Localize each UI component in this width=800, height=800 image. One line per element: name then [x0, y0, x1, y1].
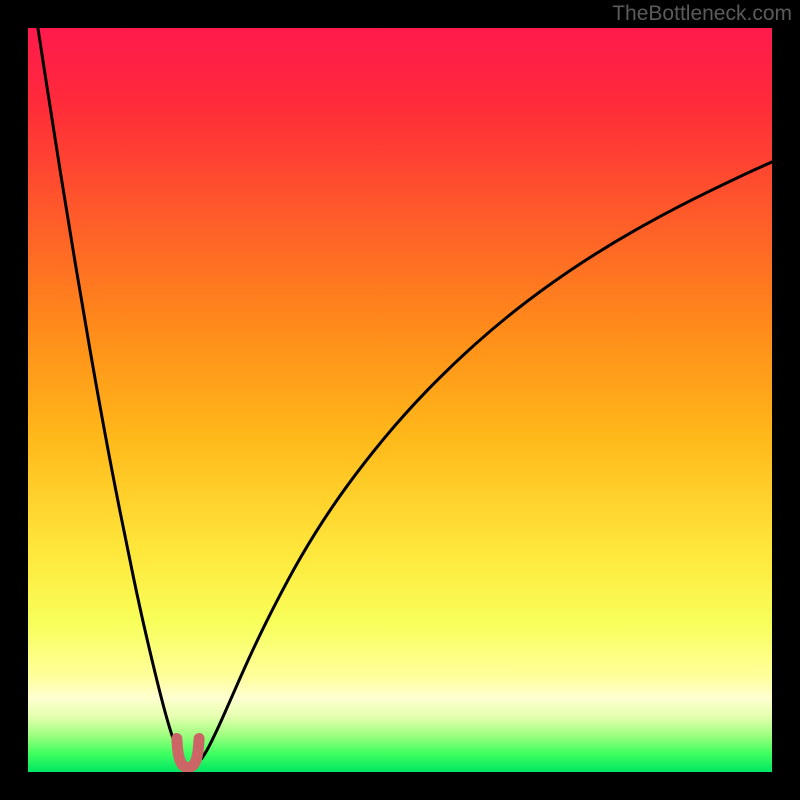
bottom-u-marker — [177, 739, 199, 768]
plot-area — [28, 28, 772, 772]
chart-stage: TheBottleneck.com — [0, 0, 800, 800]
watermark-text: TheBottleneck.com — [612, 2, 792, 26]
curve-left — [38, 28, 182, 759]
curve-right — [202, 162, 772, 759]
chart-svg — [28, 28, 772, 772]
